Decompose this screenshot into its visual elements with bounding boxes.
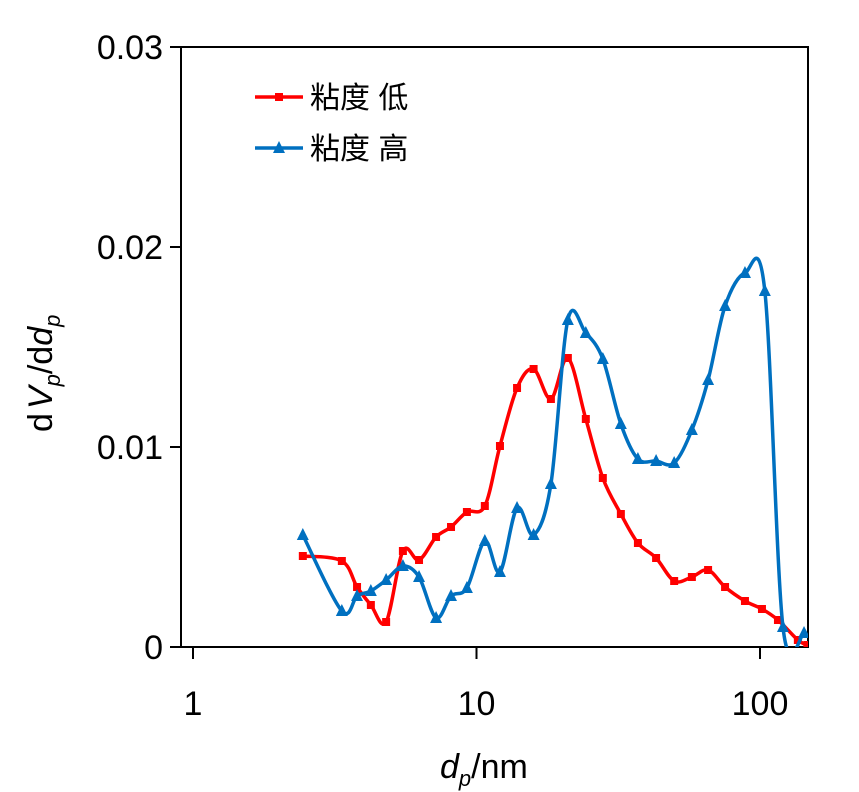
data-point xyxy=(758,284,771,296)
data-point xyxy=(702,373,715,385)
data-point xyxy=(685,423,698,435)
y-axis-title: dVp/ddp xyxy=(22,315,65,432)
data-point xyxy=(581,415,590,423)
data-point xyxy=(364,584,377,596)
data-point xyxy=(650,454,663,466)
data-point xyxy=(396,559,409,571)
x-tick-label: 10 xyxy=(458,685,496,723)
data-point xyxy=(335,604,348,616)
data-point xyxy=(380,573,393,585)
legend-marker xyxy=(275,93,283,101)
data-point xyxy=(670,577,679,585)
legend-label: 粘度 高 xyxy=(310,133,408,166)
series-0 xyxy=(298,354,808,647)
data-point xyxy=(462,508,471,516)
data-point xyxy=(513,384,522,392)
x-axis-title: dp/nm xyxy=(440,748,528,791)
data-point xyxy=(738,266,751,278)
data-point xyxy=(579,326,592,338)
data-point xyxy=(614,417,627,429)
legend-item: 粘度 低 xyxy=(255,82,408,115)
data-point xyxy=(721,583,730,591)
y-tick-label: 0.02 xyxy=(97,229,163,267)
data-point xyxy=(337,557,346,565)
data-point xyxy=(757,605,766,613)
series-1 xyxy=(296,256,808,647)
data-point xyxy=(413,570,426,582)
data-point xyxy=(447,523,456,531)
data-point xyxy=(430,611,443,623)
data-point xyxy=(563,354,572,362)
data-point xyxy=(480,502,489,510)
data-point xyxy=(740,597,749,605)
legend-marker xyxy=(273,141,285,153)
data-point xyxy=(445,589,458,601)
data-point xyxy=(511,501,524,513)
x-tick-label: 1 xyxy=(184,685,203,723)
data-point xyxy=(803,641,808,647)
data-point xyxy=(351,589,364,601)
data-point xyxy=(366,601,375,609)
data-point xyxy=(460,581,473,593)
data-point xyxy=(493,565,506,577)
data-point xyxy=(776,620,789,632)
data-point xyxy=(415,556,424,564)
data-point xyxy=(687,573,696,581)
data-point xyxy=(296,528,309,540)
data-point xyxy=(631,452,644,464)
data-point xyxy=(633,539,642,547)
data-point xyxy=(432,533,441,541)
data-point xyxy=(546,395,555,403)
data-point xyxy=(793,636,802,644)
data-point xyxy=(773,616,782,624)
data-point xyxy=(529,365,538,373)
series-layer xyxy=(296,256,808,647)
data-point xyxy=(596,352,609,364)
data-point xyxy=(544,477,557,489)
data-point xyxy=(398,547,407,555)
data-point xyxy=(668,456,681,468)
data-point xyxy=(382,618,391,626)
data-point xyxy=(719,299,732,311)
y-tick-label: 0 xyxy=(144,629,163,667)
y-tick-label: 0.01 xyxy=(97,429,163,467)
legend-item: 粘度 高 xyxy=(255,133,408,166)
data-point xyxy=(478,534,491,546)
x-tick-label: 100 xyxy=(732,685,789,723)
ticks-layer: 1 10 100 0 0.01 0.02 0.03 xyxy=(97,29,789,723)
data-point xyxy=(798,626,808,638)
data-point xyxy=(704,566,713,574)
data-point xyxy=(353,583,362,591)
data-point xyxy=(298,552,307,560)
data-point xyxy=(561,313,574,325)
data-point xyxy=(598,474,607,482)
legend: 粘度 低粘度 高 xyxy=(255,82,408,166)
data-point xyxy=(616,510,625,518)
data-point xyxy=(652,554,661,562)
legend-label: 粘度 低 xyxy=(310,82,408,115)
data-point xyxy=(527,528,540,540)
y-tick-label: 0.03 xyxy=(97,29,163,67)
data-point xyxy=(495,442,504,450)
